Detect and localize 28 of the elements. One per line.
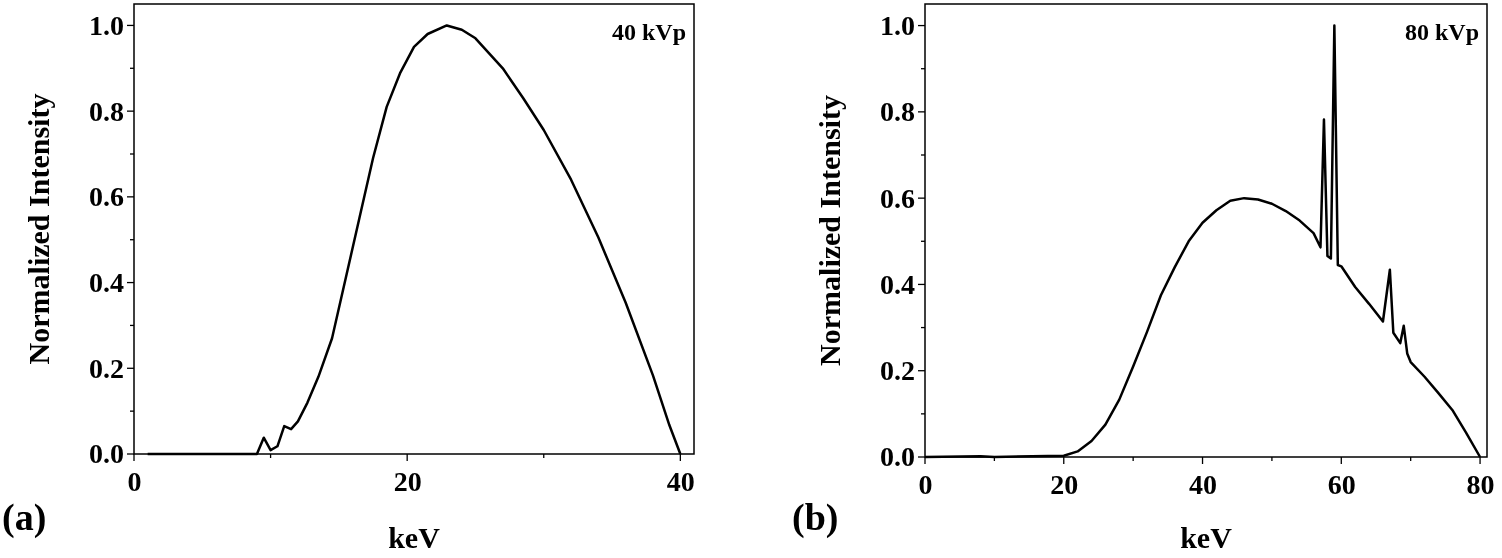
y-tick-label: 1.0	[880, 10, 915, 42]
x-axis-title: keV	[388, 521, 441, 554]
y-axis-title: Normalized Intensity	[813, 95, 846, 366]
y-tick-label: 0.2	[89, 352, 124, 384]
y-tick-label: 0.8	[880, 96, 915, 128]
y-tick-label: 0.6	[880, 182, 915, 214]
annotation: 80 kVp	[1404, 19, 1479, 45]
y-axis-title: Normalized Intensity	[22, 93, 55, 365]
x-tick-label: 0	[127, 466, 142, 498]
y-tick-label: 0.0	[89, 438, 124, 470]
y-tick-label: 0.2	[880, 355, 915, 387]
x-tick-label: 20	[393, 466, 422, 498]
y-tick-label: 0.4	[880, 268, 915, 300]
x-tick-label: 60	[1327, 469, 1356, 501]
x-axis-title: keV	[1180, 521, 1233, 554]
x-tick-label: 80	[1466, 469, 1495, 501]
x-tick-label: 40	[1189, 469, 1218, 501]
y-tick-label: 0.6	[89, 181, 124, 213]
x-tick-label: 20	[1050, 469, 1079, 501]
annotation: 40 kVp	[611, 19, 686, 45]
y-tick-label: 0.0	[880, 441, 915, 473]
text: (b)	[792, 496, 839, 539]
y-tick-label: 0.4	[89, 267, 124, 299]
x-tick-label: 0	[918, 469, 933, 501]
y-tick-label: 0.8	[89, 95, 124, 127]
x-tick-label: 40	[666, 466, 695, 498]
y-tick-label: 1.0	[89, 9, 124, 41]
text: (a)	[2, 496, 47, 539]
